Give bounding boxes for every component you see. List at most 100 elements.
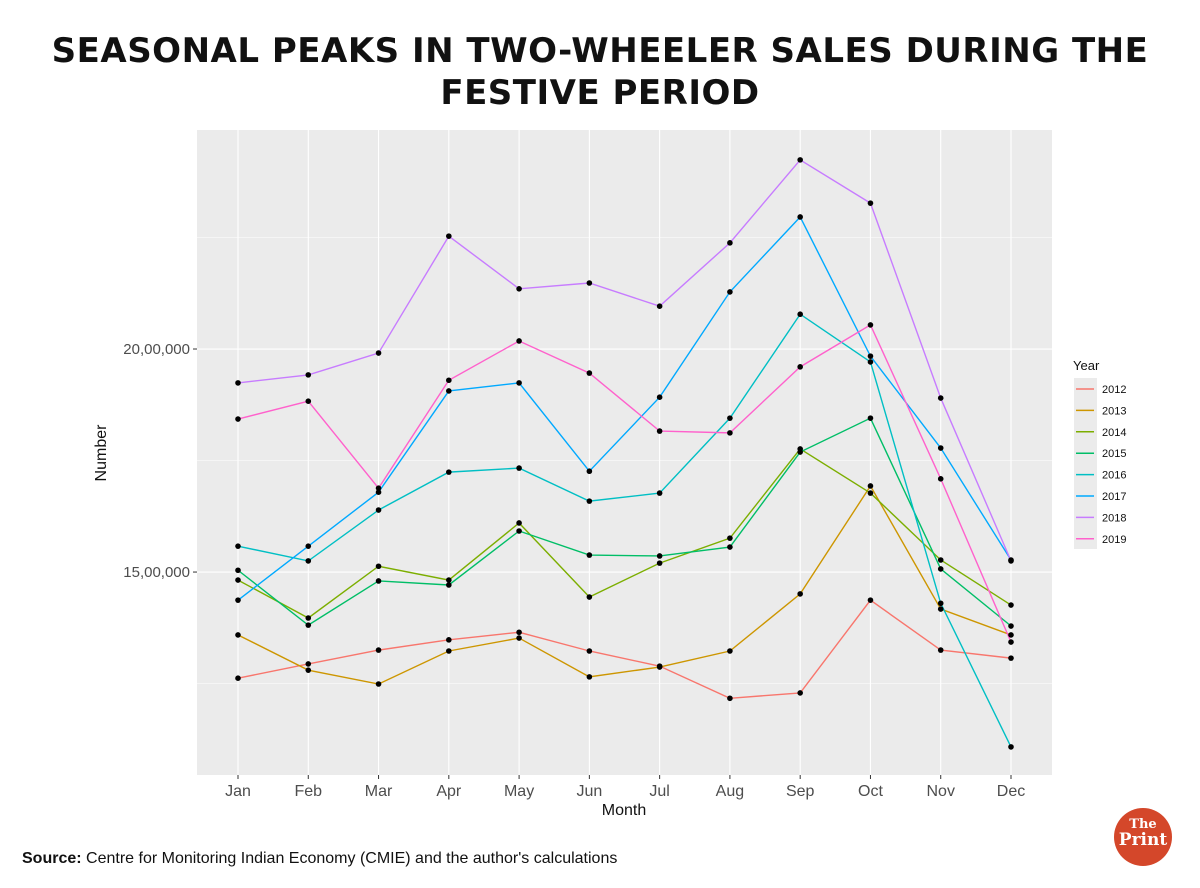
data-point-2019: [375, 485, 382, 491]
data-point-2014: [375, 563, 382, 570]
series-line-2019: [237, 323, 1012, 643]
series-line-2016: [237, 313, 1012, 748]
plot-panel: [197, 130, 1052, 775]
data-point-2018: [446, 233, 452, 239]
y-axis-label: Number: [93, 424, 110, 482]
data-point-2013: [727, 648, 733, 654]
data-point-2014: [586, 594, 593, 600]
data-point-2018: [867, 200, 874, 206]
data-point-2017: [305, 543, 312, 549]
legend-label: 2013: [1102, 405, 1126, 417]
data-point-2013: [937, 606, 944, 612]
x-tick-label: Feb: [294, 783, 322, 800]
series-line-2017: [237, 215, 1012, 601]
data-point-2013: [586, 674, 593, 680]
x-tick-label: Aug: [716, 783, 744, 800]
source-note: Source: Centre for Monitoring Indian Eco…: [22, 850, 617, 868]
data-point-2017: [586, 468, 593, 475]
data-point-2012: [516, 629, 522, 636]
data-point-2015: [937, 566, 944, 572]
data-point-2019: [656, 428, 663, 434]
data-point-2014: [727, 535, 733, 541]
legend-label: 2019: [1102, 534, 1126, 546]
x-tick-label: May: [504, 783, 534, 800]
theprint-logo: The Print: [1114, 808, 1172, 866]
x-tick-label: Sep: [786, 783, 815, 800]
data-point-2019: [1008, 639, 1014, 645]
data-point-2018: [727, 240, 733, 246]
x-tick-label: Nov: [927, 783, 955, 800]
data-point-2016: [937, 600, 944, 607]
data-point-2015: [797, 449, 803, 455]
legend-title: Year: [1073, 358, 1100, 373]
data-point-2019: [797, 364, 803, 370]
logo-line2: Print: [1118, 830, 1168, 850]
data-point-2012: [235, 675, 241, 682]
data-point-2014: [867, 490, 874, 496]
data-point-2017: [516, 380, 522, 386]
legend-label: 2018: [1102, 512, 1126, 524]
data-point-2019: [867, 322, 874, 328]
data-point-2018: [516, 285, 522, 292]
x-tick-label: Apr: [436, 783, 462, 800]
data-point-2017: [937, 445, 944, 451]
data-point-2015: [867, 415, 874, 421]
data-point-2016: [867, 359, 874, 365]
data-point-2016: [1008, 744, 1014, 750]
data-point-2016: [727, 415, 733, 421]
data-point-2018: [375, 350, 382, 356]
data-point-2014: [656, 560, 663, 566]
data-point-2012: [375, 647, 382, 653]
series-line-2012: [237, 599, 1012, 699]
x-tick-label: Oct: [858, 783, 883, 800]
data-point-2012: [937, 647, 944, 653]
data-point-2016: [235, 543, 241, 549]
data-point-2013: [516, 635, 522, 641]
data-point-2015: [516, 528, 522, 534]
data-point-2018: [586, 280, 593, 286]
x-tick-label: Jun: [576, 783, 602, 800]
data-point-2013: [797, 591, 803, 597]
data-point-2016: [586, 498, 593, 504]
chart-title: SEASONAL PEAKS IN TWO-WHEELER SALES DURI…: [51, 31, 1149, 113]
data-point-2018: [235, 380, 241, 386]
data-point-2013: [1008, 632, 1014, 638]
source-text: Centre for Monitoring Indian Economy (CM…: [81, 850, 618, 867]
legend-label: 2017: [1102, 491, 1126, 503]
data-point-2019: [235, 416, 241, 422]
logo-line1: The: [1129, 817, 1157, 832]
data-point-2016: [305, 558, 312, 564]
data-point-2016: [516, 465, 522, 471]
data-point-2014: [235, 577, 241, 583]
data-point-2019: [586, 370, 593, 376]
data-point-2017: [867, 353, 874, 359]
data-point-2018: [1008, 558, 1014, 564]
data-point-2018: [305, 372, 312, 378]
data-point-2019: [446, 377, 452, 384]
data-point-2012: [1008, 655, 1014, 661]
series-line-2018: [237, 158, 1012, 562]
data-point-2013: [235, 632, 241, 638]
data-point-2016: [656, 490, 663, 496]
data-point-2017: [797, 214, 803, 220]
data-point-2014: [937, 557, 944, 563]
data-point-2019: [727, 430, 733, 436]
data-point-2019: [937, 476, 944, 482]
data-point-2018: [656, 303, 663, 309]
x-tick-label: Mar: [365, 783, 393, 800]
y-tick-label: 15,00,000: [123, 564, 190, 581]
data-point-2015: [727, 544, 733, 550]
data-point-2013: [375, 681, 382, 687]
source-label: Source:: [22, 850, 82, 867]
data-point-2016: [375, 507, 382, 513]
legend-key-background: [1074, 378, 1097, 549]
data-point-2018: [937, 395, 944, 401]
data-point-2017: [446, 388, 452, 394]
data-point-2013: [305, 667, 312, 673]
data-point-2017: [727, 289, 733, 295]
legend-label: 2014: [1102, 427, 1126, 439]
y-tick-label: 20,00,000: [123, 341, 190, 358]
data-point-2012: [867, 597, 874, 603]
data-point-2012: [797, 690, 803, 696]
